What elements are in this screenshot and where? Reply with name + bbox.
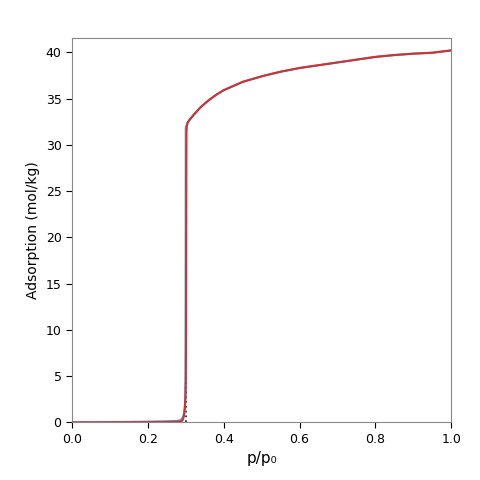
X-axis label: p/p₀: p/p₀: [246, 451, 277, 467]
Y-axis label: Adsorption (mol/kg): Adsorption (mol/kg): [26, 162, 40, 299]
